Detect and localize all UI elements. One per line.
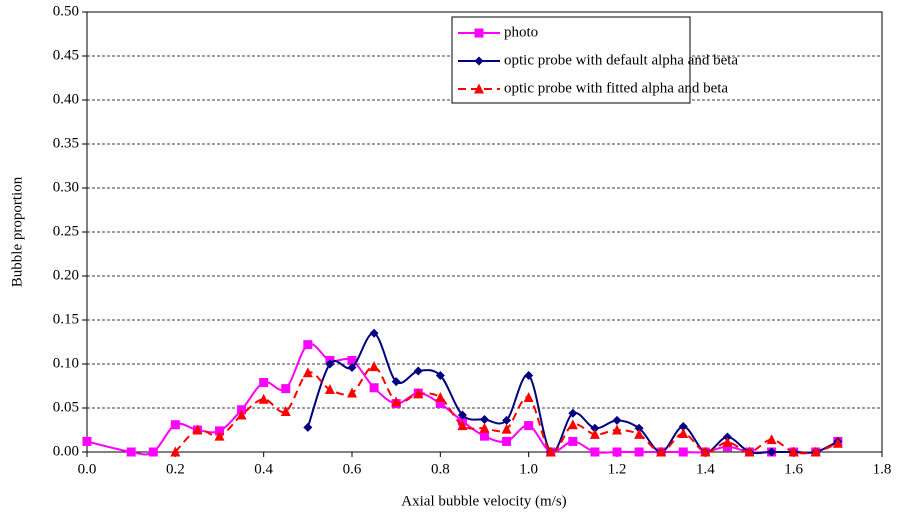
x-tick-label: 0.6 — [343, 461, 362, 477]
marker — [612, 424, 622, 435]
marker — [634, 423, 644, 433]
marker — [325, 359, 335, 369]
marker — [700, 446, 711, 457]
x-tick-label: 1.8 — [873, 461, 892, 477]
x-tick-label: 1.2 — [608, 461, 627, 477]
marker — [568, 408, 578, 418]
x-tick-label: 0.4 — [254, 461, 273, 477]
y-tick-label: 0.15 — [53, 311, 79, 327]
legend-label: photo — [504, 24, 538, 40]
marker — [474, 83, 484, 94]
marker — [501, 423, 512, 434]
y-tick-label: 0.45 — [53, 47, 79, 63]
marker — [280, 406, 291, 417]
marker — [82, 436, 92, 446]
marker — [832, 437, 843, 448]
marker — [480, 431, 489, 441]
marker — [656, 446, 667, 457]
marker — [474, 56, 484, 66]
x-tick-label: 1.6 — [784, 461, 803, 477]
legend-label: optic probe with default alpha and beta — [504, 52, 738, 68]
marker — [479, 422, 490, 433]
x-tick-label: 1.0 — [519, 461, 538, 477]
x-axis-label: Axial bubble velocity (m/s) — [401, 493, 566, 509]
marker — [634, 428, 645, 439]
y-tick-label: 0.05 — [53, 399, 79, 415]
marker — [324, 384, 335, 395]
marker — [678, 421, 688, 431]
y-tick-label: 0.30 — [53, 179, 79, 195]
marker — [303, 422, 313, 432]
marker — [347, 387, 357, 398]
y-tick-label: 0.00 — [53, 443, 79, 459]
marker — [634, 447, 644, 457]
x-tick-label: 0.0 — [78, 461, 97, 477]
marker — [524, 421, 534, 431]
marker — [302, 367, 313, 378]
marker — [590, 447, 600, 457]
marker — [303, 340, 313, 350]
x-tick-label: 0.8 — [431, 461, 450, 477]
marker — [766, 434, 777, 445]
plot-frame — [86, 11, 883, 453]
marker — [810, 446, 821, 457]
marker — [413, 388, 424, 399]
marker — [545, 446, 556, 457]
marker — [590, 423, 600, 433]
marker — [170, 420, 180, 430]
marker — [435, 399, 445, 409]
marker — [480, 414, 489, 424]
marker — [788, 446, 799, 457]
marker — [678, 428, 689, 439]
marker — [568, 436, 578, 446]
marker — [612, 447, 622, 457]
x-tick-label: 1.4 — [696, 461, 715, 477]
marker — [435, 370, 445, 380]
marker — [435, 391, 446, 402]
x-tick-label: 0.2 — [166, 461, 185, 477]
marker — [502, 436, 512, 446]
marker — [744, 446, 755, 457]
y-axis-label: Bubble proportion — [9, 176, 25, 287]
marker — [214, 430, 225, 441]
marker — [567, 419, 578, 430]
y-tick-label: 0.25 — [53, 223, 79, 239]
marker — [474, 28, 484, 38]
marker — [678, 447, 688, 457]
marker — [457, 420, 468, 431]
marker — [281, 384, 291, 394]
marker — [524, 370, 534, 380]
marker — [391, 377, 401, 387]
marker — [126, 447, 136, 457]
marker — [523, 391, 534, 402]
marker — [767, 447, 777, 457]
marker — [589, 428, 600, 439]
marker — [258, 393, 269, 404]
marker — [347, 355, 357, 365]
marker — [413, 366, 423, 376]
y-tick-label: 0.10 — [53, 355, 79, 371]
legend-label: optic probe with fitted alpha and beta — [504, 80, 728, 96]
marker — [369, 361, 380, 372]
marker — [457, 410, 467, 420]
marker — [722, 436, 733, 447]
series-line — [306, 332, 839, 455]
y-tick-label: 0.20 — [53, 267, 79, 283]
marker — [170, 446, 181, 457]
y-tick-label: 0.50 — [53, 3, 79, 19]
marker — [192, 424, 203, 435]
marker — [347, 363, 357, 373]
y-tick-label: 0.40 — [53, 91, 79, 107]
marker — [391, 396, 402, 407]
marker — [369, 328, 379, 338]
marker — [369, 383, 379, 393]
marker — [236, 409, 247, 420]
y-tick-label: 0.35 — [53, 135, 79, 151]
marker — [148, 447, 158, 457]
marker — [259, 377, 269, 387]
marker — [502, 415, 512, 425]
marker — [612, 415, 622, 425]
